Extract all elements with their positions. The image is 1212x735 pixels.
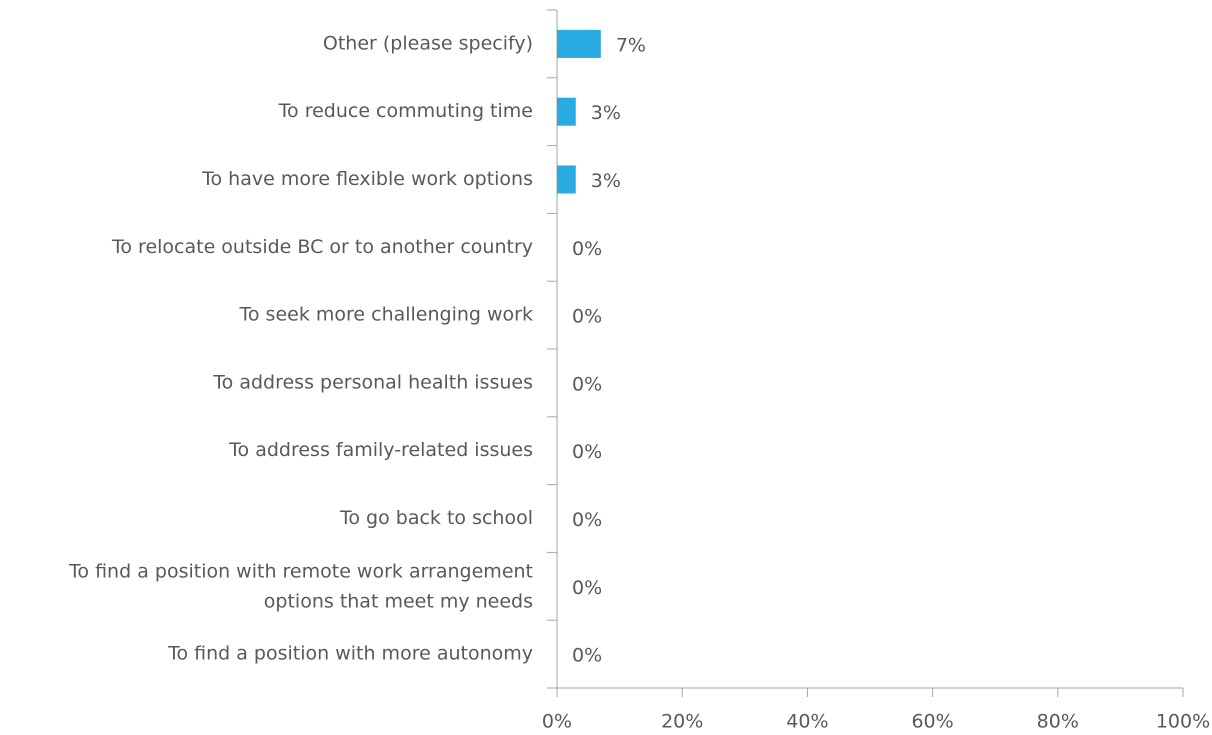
x-tick-label: 40%: [786, 711, 828, 732]
value-label: 0%: [572, 577, 602, 599]
value-label: 7%: [616, 34, 646, 56]
category-label: To go back to school: [339, 507, 533, 529]
bar: [557, 165, 576, 194]
category-label: To have more flexible work options: [201, 168, 533, 190]
category-label: Other (please specify): [323, 32, 533, 54]
value-label: 0%: [572, 238, 602, 260]
value-label: 0%: [572, 509, 602, 531]
x-tick-label: 80%: [1037, 711, 1079, 732]
value-label: 0%: [572, 645, 602, 667]
x-tick-label: 60%: [911, 711, 953, 732]
bar: [557, 29, 601, 58]
category-label: To seek more challenging work: [239, 304, 534, 326]
category-label: To find a position with more autonomy: [167, 643, 533, 665]
value-label: 0%: [572, 373, 602, 395]
value-label: 3%: [591, 102, 621, 124]
value-label: 0%: [572, 306, 602, 328]
x-tick-label: 0%: [542, 711, 572, 732]
value-label: 3%: [591, 170, 621, 192]
x-tick-label: 100%: [1156, 711, 1210, 732]
value-label: 0%: [572, 441, 602, 463]
x-tick-label: 20%: [661, 711, 703, 732]
category-label: To address family-related issues: [228, 439, 533, 461]
category-label: To find a position with remote work arra…: [68, 560, 533, 612]
category-label: To reduce commuting time: [278, 100, 533, 122]
category-label: To address personal health issues: [212, 371, 533, 393]
category-label: To relocate outside BC or to another cou…: [111, 236, 533, 258]
bar: [557, 97, 576, 126]
